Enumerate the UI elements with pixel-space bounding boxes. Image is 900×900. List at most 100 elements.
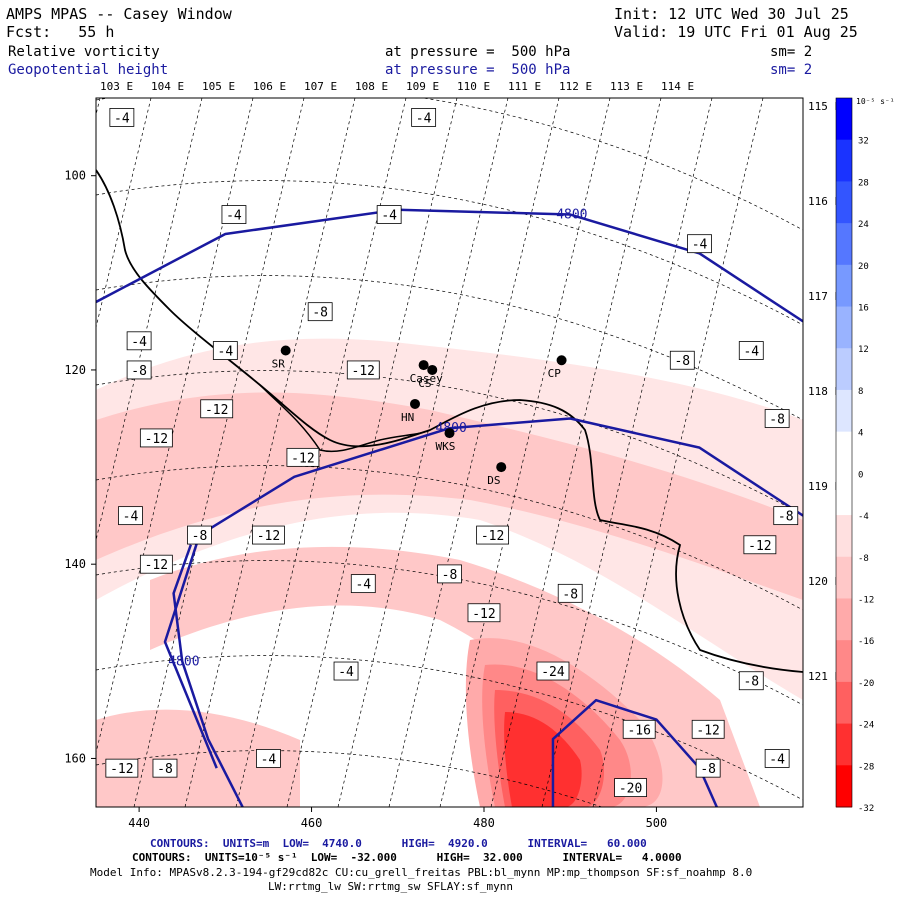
vorticity-label: -8	[126, 360, 152, 380]
colorbar-swatch	[836, 515, 852, 558]
vorticity-label: -8	[187, 525, 212, 545]
station-name: CP	[548, 367, 562, 380]
svg-text:-12: -12	[291, 451, 314, 466]
colorbar-swatch	[836, 723, 852, 766]
station-name: WKS	[436, 440, 456, 453]
vorticity-label: -4	[118, 506, 143, 526]
colorbar-tick-label: 0	[858, 470, 863, 480]
colorbar-tick-label: -4	[858, 512, 869, 522]
vorticity-label: -12	[252, 525, 285, 545]
colorbar-tick-label: -16	[858, 637, 874, 647]
svg-text:-12: -12	[748, 539, 771, 554]
latitude-gridline	[96, 655, 803, 801]
colorbar-swatch	[836, 223, 852, 266]
latitude-gridline	[96, 180, 803, 326]
x-tick-label: 480	[473, 816, 495, 830]
vorticity-label: -12	[139, 554, 173, 574]
right-latitude-label: 120 E	[808, 575, 841, 588]
vorticity-label: -4	[126, 331, 152, 351]
longitude-gridline	[439, 98, 611, 807]
svg-text:-8: -8	[192, 529, 208, 544]
vorticity-label: -16	[622, 719, 656, 739]
colorbar-tick-label: -8	[858, 554, 869, 564]
vorticity-label: -20	[614, 778, 647, 797]
vorticity-label: -4	[333, 661, 359, 681]
height-contour-label: 4800	[556, 208, 587, 223]
svg-text:-8: -8	[312, 306, 328, 321]
field2-pressure: at pressure = 500 hPa	[385, 62, 571, 78]
svg-text:-4: -4	[416, 111, 432, 126]
colorbar-swatch	[836, 181, 852, 224]
coastline	[96, 169, 803, 673]
vorticity-label: -24	[536, 661, 570, 681]
top-longitude-label: 106 E	[253, 80, 286, 93]
longitude-gridline	[133, 98, 305, 807]
svg-text:-12: -12	[205, 403, 228, 418]
colorbar-tick-label: 4	[858, 429, 863, 439]
svg-text:-4: -4	[218, 345, 234, 360]
latitude-gridline	[96, 98, 803, 231]
svg-text:-12: -12	[257, 529, 280, 544]
station-marker: WKS	[436, 428, 456, 453]
latitude-gridline	[96, 465, 803, 611]
colorbar-swatch	[836, 765, 852, 808]
vorticity-label: -12	[286, 447, 320, 467]
svg-text:-8: -8	[442, 568, 458, 583]
svg-text:-4: -4	[769, 752, 785, 767]
svg-text:-8: -8	[674, 354, 690, 369]
svg-text:-8: -8	[769, 413, 785, 428]
colorbar-tick-label: -12	[858, 595, 874, 605]
svg-text:-4: -4	[131, 335, 147, 350]
forecast-hour: Fcst: 55 h	[6, 23, 115, 41]
svg-text:-24: -24	[541, 665, 565, 680]
colorbar-tick-label: 28	[858, 178, 869, 188]
right-latitude-label: 119 E	[808, 480, 841, 493]
vorticity-label: -12	[139, 428, 173, 448]
vorticity-label: -8	[307, 302, 333, 322]
svg-text:-12: -12	[145, 432, 168, 447]
svg-text:-8: -8	[778, 510, 794, 525]
colorbar: 32 28 24 20 16 12 8 4 0 -4 -8 -12 -16 -20 -24 -28 -32 10⁻…	[835, 97, 895, 814]
right-latitude-label: 115 E	[808, 100, 841, 113]
vorticity-label: -12	[691, 719, 725, 739]
station-marker: CP	[548, 355, 567, 380]
field1-smoothing: sm= 2	[770, 44, 813, 60]
svg-text:-4: -4	[692, 238, 708, 253]
colorbar-swatch	[836, 306, 852, 349]
longitude-gridline	[541, 98, 713, 807]
vorticity-label: -4	[212, 341, 238, 360]
axes: 440 460 480 500 100 120 140 160 103 E 104 E 105 E 1…	[64, 80, 841, 830]
colorbar-swatch	[836, 98, 852, 141]
svg-text:-4: -4	[381, 209, 397, 224]
top-longitude-label: 108 E	[355, 80, 388, 93]
colorbar-tick-label: 8	[858, 387, 863, 397]
svg-text:-8: -8	[700, 762, 716, 777]
vorticity-label: -4	[687, 234, 712, 254]
y-tick-label: 100	[64, 169, 86, 183]
colorbar-tick-label: -20	[858, 679, 874, 689]
station-name: Casey	[410, 372, 443, 385]
valid-time: Valid: 19 UTC Fri 01 Aug 25	[614, 23, 858, 41]
colorbar-unit: 10⁻⁵ s⁻¹	[856, 97, 895, 106]
vorticity-label: -4	[738, 341, 764, 360]
longitude-gridline	[286, 98, 458, 807]
svg-text:-12: -12	[352, 364, 375, 379]
svg-text:-16: -16	[627, 723, 650, 738]
station-marker: DS	[487, 462, 507, 487]
top-longitude-label: 105 E	[202, 80, 235, 93]
longitude-gridline	[388, 98, 560, 807]
height-contour-line	[163, 417, 803, 769]
colorbar-swatch	[836, 348, 852, 391]
station-name: DS	[487, 474, 500, 487]
vorticity-label: -12	[743, 535, 777, 555]
top-longitude-label: 103 E	[100, 80, 133, 93]
latitude-gridline	[96, 750, 603, 807]
svg-text:-4: -4	[338, 665, 354, 680]
station-marker: HN	[401, 398, 421, 424]
svg-text:-8: -8	[743, 675, 759, 690]
top-longitude-label: 104 E	[151, 80, 184, 93]
colorbar-swatch	[836, 139, 852, 182]
contour-info-vorticity: CONTOURS: UNITS=10⁻⁵ s⁻¹ LOW= -32.000 HI…	[132, 851, 682, 864]
longitude-gridline	[96, 98, 152, 329]
